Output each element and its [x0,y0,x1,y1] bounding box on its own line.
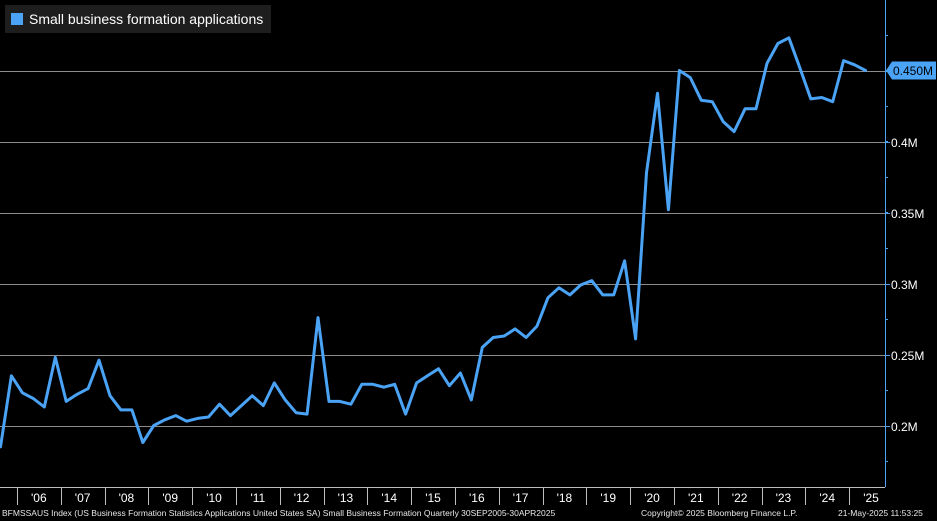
legend[interactable]: Small business formation applications [5,5,272,33]
y-tick-label: 0.35M [891,207,924,221]
footer-timestamp: 21-May-2025 11:53:25 [838,508,923,518]
x-tick-label: '06 [31,491,47,505]
x-tick-label: '09 [162,491,178,505]
x-tick-label: '20 [644,491,660,505]
x-tick-label: '13 [338,491,354,505]
y-tick-label: 0.2M [891,420,918,434]
x-tick-label: '15 [425,491,441,505]
legend-label: Small business formation applications [29,11,264,27]
x-tick-label: '25 [863,491,879,505]
y-tick-label: 0.25M [891,349,924,363]
y-tick-label: 0.3M [891,278,918,292]
last-value-tag: 0.450M [886,61,936,80]
last-value-label: 0.450M [893,64,933,78]
legend-swatch [11,13,23,25]
series-line [0,36,867,449]
tick-labels: 0.2M 0.25M 0.3M 0.35M 0.4M '06 '07 '08 '09 '10 '11… [31,61,936,505]
x-tick-label: '18 [557,491,573,505]
y-tick-label: 0.4M [891,136,918,150]
footer: BFMSSAUS Index (US Business Formation St… [0,505,937,521]
gridlines [0,71,885,427]
x-tick-label: '16 [469,491,485,505]
x-tick-label: '12 [294,491,310,505]
x-tick-label: '14 [381,491,397,505]
footer-source: BFMSSAUS Index (US Business Formation St… [2,508,556,518]
x-tick-label: '21 [688,491,704,505]
x-tick-label: '08 [119,491,135,505]
chart: 0.2M 0.25M 0.3M 0.35M 0.4M '06 '07 '08 '09 '10 '11… [0,0,936,505]
footer-copyright: Copyright© 2025 Bloomberg Finance L.P. [641,508,798,518]
x-tick-label: '11 [250,491,265,505]
x-tick-label: '23 [776,491,792,505]
x-tick-label: '24 [819,491,835,505]
x-tick-label: '22 [732,491,748,505]
series-layer [0,36,867,449]
last-value-bg [886,61,936,80]
axes [0,0,890,505]
x-tick-label: '19 [600,491,616,505]
x-tick-label: '07 [75,491,91,505]
x-tick-label: '10 [206,491,222,505]
x-tick-label: '17 [513,491,529,505]
